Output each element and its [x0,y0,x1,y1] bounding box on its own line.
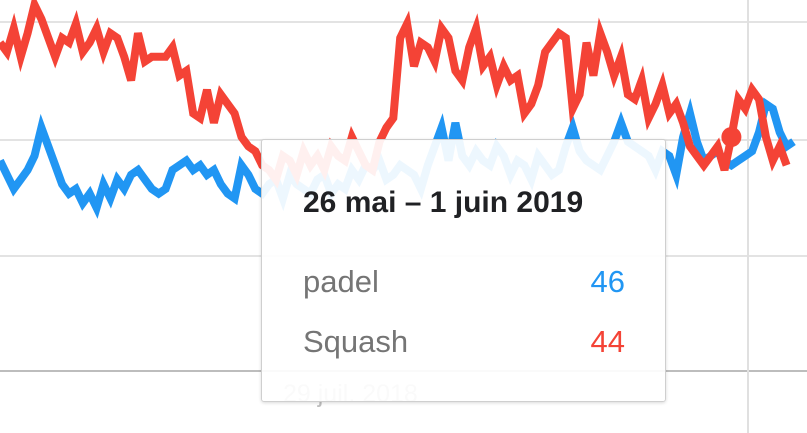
hover-tooltip: 26 mai – 1 juin 2019 padel 46 Squash 44 [261,139,666,402]
tooltip-series-value: 44 [590,324,625,359]
series-line-squash [0,0,791,189]
hover-point-marker [721,127,742,147]
tooltip-row-squash: Squash 44 [303,324,625,364]
tooltip-series-label: padel [303,264,379,299]
tooltip-series-label: Squash [303,324,409,359]
tooltip-row-padel: padel 46 [303,264,625,304]
tooltip-series-value: 46 [590,264,625,299]
tooltip-date-range: 26 mai – 1 juin 2019 [303,186,584,219]
